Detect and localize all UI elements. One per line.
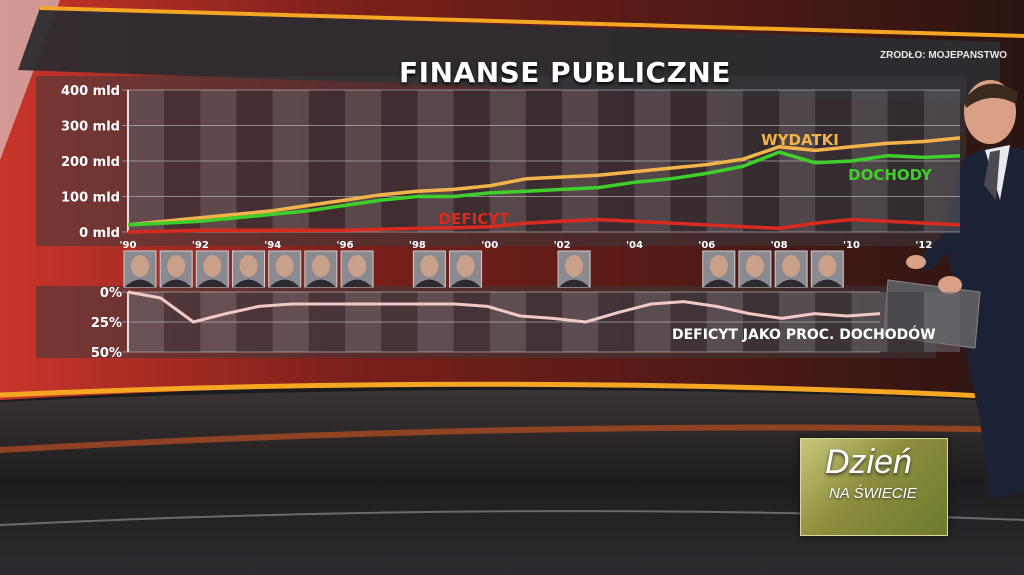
series-label-dochody: DOCHODY bbox=[848, 166, 933, 184]
series-label-deficit-pct: DEFICYT JAKO PROC. DOCHODÓW bbox=[672, 325, 936, 343]
x-tick-label: '10 bbox=[843, 240, 860, 251]
presenter-tie bbox=[984, 150, 1000, 200]
source-label: ŹRÓDŁO: MOJEPANSTWO bbox=[880, 50, 1008, 61]
portrait-photo bbox=[557, 250, 591, 288]
x-tick-label: '98 bbox=[409, 240, 426, 251]
x-tick-label: '00 bbox=[481, 240, 498, 251]
series-label-deficyt: DEFICYT bbox=[439, 210, 510, 228]
y-tick-label: 200 mld bbox=[61, 155, 120, 170]
chart-title: FINANSE PUBLICZNE bbox=[399, 55, 731, 89]
y-tick-label: 25% bbox=[91, 316, 122, 331]
x-tick-label: '06 bbox=[698, 240, 715, 251]
series-line-deficyt bbox=[127, 217, 961, 234]
x-tick-label: '12 bbox=[915, 240, 932, 251]
portrait-photo bbox=[702, 250, 736, 288]
portrait-photo bbox=[232, 250, 266, 288]
portrait-photo bbox=[268, 250, 302, 288]
portrait-photo bbox=[195, 250, 229, 288]
politician-portraits bbox=[123, 250, 844, 288]
x-tick-label: '02 bbox=[554, 240, 571, 251]
x-tick-label: '96 bbox=[337, 240, 354, 251]
x-tick-label: '90 bbox=[120, 240, 137, 251]
presenter-hand bbox=[906, 255, 926, 269]
series-line-deficit-pct bbox=[127, 290, 881, 324]
portrait-photo bbox=[774, 250, 808, 288]
floor-reflection-line bbox=[0, 424, 1024, 453]
x-tick-label: '04 bbox=[626, 240, 643, 251]
screen-orange-bottom-line bbox=[0, 381, 1024, 401]
portrait-photo bbox=[738, 250, 772, 288]
portrait-photo bbox=[304, 250, 338, 288]
portrait-photo bbox=[810, 250, 844, 288]
y-tick-label: 50% bbox=[91, 346, 122, 361]
y-tick-label: 0 mld bbox=[79, 226, 120, 241]
portrait-photo bbox=[123, 250, 157, 288]
upper-chart: 0 mld 100 mld 200 mld 300 mld 400 mld '90 '92 '… bbox=[61, 84, 961, 251]
portrait-photo bbox=[340, 250, 374, 288]
year-band bbox=[923, 292, 960, 352]
y-tick-label: 300 mld bbox=[61, 120, 120, 135]
portrait-photo bbox=[412, 250, 446, 288]
y-tick-label: 0% bbox=[100, 286, 122, 301]
series-label-wydatki: WYDATKI bbox=[761, 131, 839, 149]
presenter-body bbox=[945, 146, 1024, 500]
x-tick-label: '08 bbox=[771, 240, 788, 251]
y-tick-label: 400 mld bbox=[61, 84, 120, 99]
year-band bbox=[887, 292, 924, 352]
presenter-hand-2 bbox=[938, 276, 962, 294]
program-logo: Dzień NA ŚWIECIE bbox=[800, 438, 948, 536]
y-tick-label: 100 mld bbox=[61, 191, 120, 206]
lower-chart: 0% 25% 50% DEFICYT JAKO PROC. DOCHODÓW bbox=[91, 286, 960, 361]
presenter-hair bbox=[964, 83, 1018, 108]
x-tick-label: '94 bbox=[264, 240, 281, 251]
series-line-dochody bbox=[127, 150, 961, 227]
series-line-wydatki bbox=[127, 136, 961, 227]
logo-main-text: Dzień bbox=[825, 443, 912, 481]
x-tick-label: '92 bbox=[192, 240, 209, 251]
screen-orange-top-line bbox=[39, 6, 1024, 38]
portrait-photo bbox=[159, 250, 193, 288]
logo-sub-text: NA ŚWIECIE bbox=[829, 485, 917, 502]
portrait-photo bbox=[449, 250, 483, 288]
